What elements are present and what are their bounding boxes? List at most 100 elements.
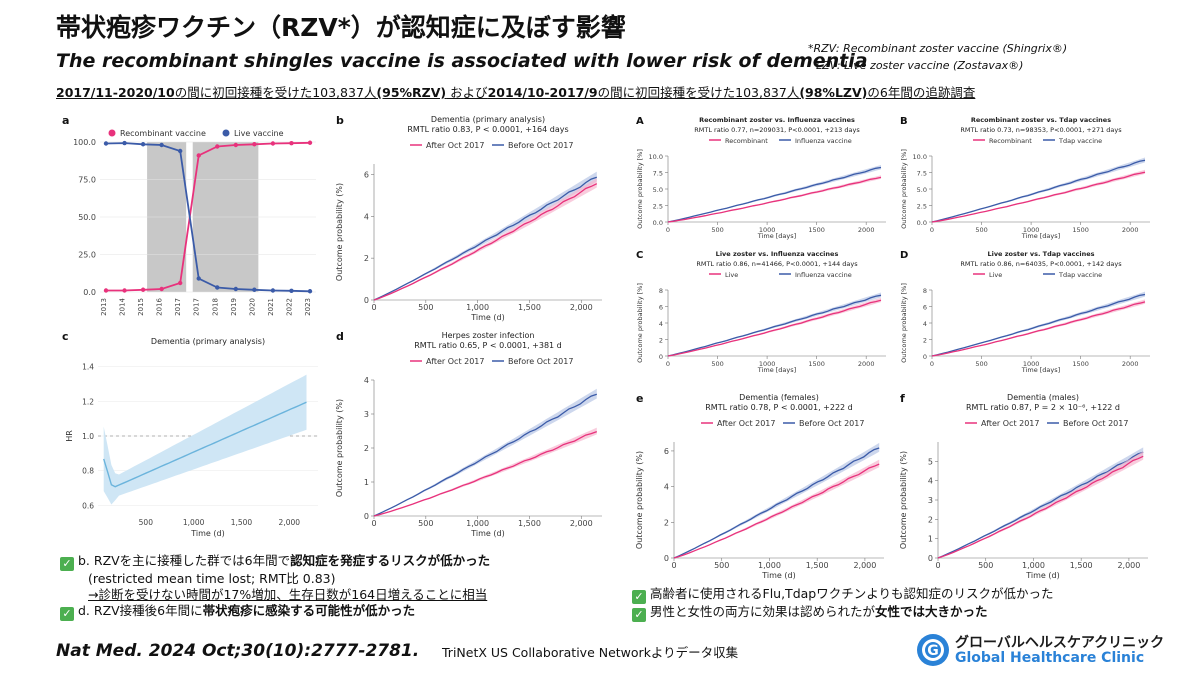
logo-name-en: Global Healthcare Clinic xyxy=(955,650,1145,666)
x-tick-label: 2,000 xyxy=(1117,561,1140,570)
x-tick-label: 2000 xyxy=(858,360,875,368)
chart-c-svg: c Dementia (primary analysis) 0.6 0.8 1.0 1.2… xyxy=(62,330,318,538)
chart-D: D Live zoster vs. Tdap vaccines RMTL ratio… xyxy=(896,246,1158,374)
x-tick-label: 500 xyxy=(978,561,993,570)
x-tick-label: 500 xyxy=(975,360,987,368)
note-right-2-highlight: 女性では大きかった xyxy=(875,604,988,619)
note-b-explanation: →診断を受けない時間が17%増加、生存日数が164日増えることに相当 xyxy=(88,587,488,602)
page-subtitle: The recombinant shingles vaccine is asso… xyxy=(56,50,868,72)
panel-label: C xyxy=(636,250,643,261)
y-tick-label: 1.2 xyxy=(82,397,94,406)
data-point xyxy=(140,287,146,292)
chart-title: Dementia (males) xyxy=(1007,393,1079,402)
legend-label: After Oct 2017 xyxy=(426,141,485,150)
logo-mark-icon: G xyxy=(917,634,949,666)
series-line xyxy=(106,141,311,292)
y-axis-label: HR xyxy=(65,430,74,442)
y-tick-label: 2 xyxy=(928,515,933,524)
x-tick-label: 1500 xyxy=(1072,360,1089,368)
hr-line xyxy=(103,401,307,488)
x-tick-label: 2016 xyxy=(156,297,164,315)
legend-label: Tdap vaccine xyxy=(1058,271,1102,279)
legend-label: Recombinant xyxy=(989,137,1032,145)
y-tick-label: 0 xyxy=(364,296,369,305)
data-point xyxy=(103,288,109,293)
series-line-pink xyxy=(931,301,1146,357)
chart-title: Live zoster vs. Tdap vaccines xyxy=(987,250,1094,258)
note-d-highlight: 帯状疱疹に感染する可能性が低かった xyxy=(202,603,416,618)
y-tick-label: 0 xyxy=(923,353,927,361)
y-tick-label: 7.5 xyxy=(653,170,663,178)
legend-label: Before Oct 2017 xyxy=(1063,419,1128,428)
chart-b: b Dementia (primary analysis) RMTL ratio 0… xyxy=(332,112,612,322)
series-line-pink xyxy=(667,176,882,223)
series-ci-band xyxy=(932,157,1145,222)
panel-label: c xyxy=(62,330,69,343)
y-tick-label: 0.0 xyxy=(83,288,96,297)
legend-label: After Oct 2017 xyxy=(717,419,776,428)
y-tick-label: 100.0 xyxy=(73,138,96,147)
y-tick-label: 0 xyxy=(664,554,669,563)
y-tick-label: 2 xyxy=(923,337,927,345)
x-tick-label: 0 xyxy=(930,226,934,234)
chart-title: Live zoster vs. Influenza vaccines xyxy=(716,250,839,258)
series-ci-band xyxy=(674,442,880,558)
x-tick-label: 500 xyxy=(418,519,433,528)
legend-label: Before Oct 2017 xyxy=(799,419,864,428)
data-point xyxy=(252,287,257,292)
chart-title: Dementia (primary analysis) xyxy=(431,115,545,124)
x-tick-label: 500 xyxy=(418,303,433,312)
legend-swatch xyxy=(108,129,116,137)
series-line-pink xyxy=(373,430,598,517)
x-tick-label: 0 xyxy=(371,303,376,312)
chart-d: d Herpes zoster infection RMTL ratio 0.65,… xyxy=(332,328,612,538)
data-point xyxy=(177,148,183,154)
x-tick-label: 2015 xyxy=(137,298,145,316)
panel-label: e xyxy=(636,392,643,405)
chart-stat: RMTL ratio 0.86, n=64035, P<0.0001, +142… xyxy=(960,260,1122,268)
series-ci-band xyxy=(668,292,881,356)
x-tick-label: 2017 xyxy=(174,298,182,316)
x-tick-label: 1,500 xyxy=(1070,561,1093,570)
x-tick-label: 1,500 xyxy=(518,303,541,312)
y-axis-label: Outcome probability [%] xyxy=(636,149,644,229)
x-tick-label: 2000 xyxy=(1122,226,1139,234)
check-icon: ✓ xyxy=(60,607,74,621)
y-tick-label: 4 xyxy=(364,212,369,221)
legend-label: Influenza vaccine xyxy=(795,137,852,145)
note-d-text: d. RZV接種後6年間に xyxy=(78,603,203,618)
x-tick-label: 500 xyxy=(975,226,987,234)
series-line-pink xyxy=(667,299,882,357)
chart-c: c Dementia (primary analysis) 0.6 0.8 1.0 1.2… xyxy=(60,328,322,538)
y-axis-label: Outcome probability [%] xyxy=(900,149,908,229)
y-tick-label: 10.0 xyxy=(649,153,663,161)
chart-stat: RMTL ratio 0.73, n=98353, P<0.0001, +271… xyxy=(960,126,1122,134)
x-tick-label: 1,000 xyxy=(466,303,489,312)
check-icon: ✓ xyxy=(632,590,646,604)
y-axis-label: Outcome probability (%) xyxy=(335,399,344,497)
note-b: ✓ b. RZVを主に接種した群では6年間で認知症を発症するリスクが低かった (r… xyxy=(60,553,490,621)
y-tick-label: 2.5 xyxy=(653,203,663,211)
y-tick-label: 5.0 xyxy=(917,186,927,194)
chart-f-svg: f Dementia (males)RMTL ratio 0.87, P = 2 … xyxy=(899,392,1148,580)
data-point xyxy=(233,142,239,148)
legend-label: After Oct 2017 xyxy=(981,419,1040,428)
chart-a: a Recombinant vaccine Live vaccine 0.0 25.0 5… xyxy=(60,112,322,322)
citation: Nat Med. 2024 Oct;30(10):2777-2781. xyxy=(56,641,420,661)
chart-C: C Live zoster vs. Influenza vaccines RMTL … xyxy=(632,246,894,374)
note-right-2: 男性と女性の両方に効果は認められたが xyxy=(650,604,876,619)
y-tick-label: 7.5 xyxy=(917,170,927,178)
chart-stat: RMTL ratio 0.83, P < 0.0001, +164 days xyxy=(407,125,568,134)
data-point xyxy=(307,140,313,145)
chart-D-svg: D Live zoster vs. Tdap vaccines RMTL ratio… xyxy=(900,250,1150,374)
y-tick-label: 2.5 xyxy=(917,203,927,211)
panel-label: d xyxy=(336,330,344,343)
series-line-blue xyxy=(667,166,882,223)
x-tick-label: 500 xyxy=(714,561,729,570)
chart-stat: RMTL ratio 0.65, P < 0.0001, +381 d xyxy=(414,341,562,350)
series-line-blue xyxy=(667,294,882,357)
y-tick-label: 0.0 xyxy=(653,219,663,227)
x-axis-label: Time (d) xyxy=(761,571,795,580)
y-tick-label: 6 xyxy=(364,170,369,179)
clinic-logo[interactable]: G グローバルヘルスケアクリニック Global Healthcare Clin… xyxy=(915,630,1175,670)
